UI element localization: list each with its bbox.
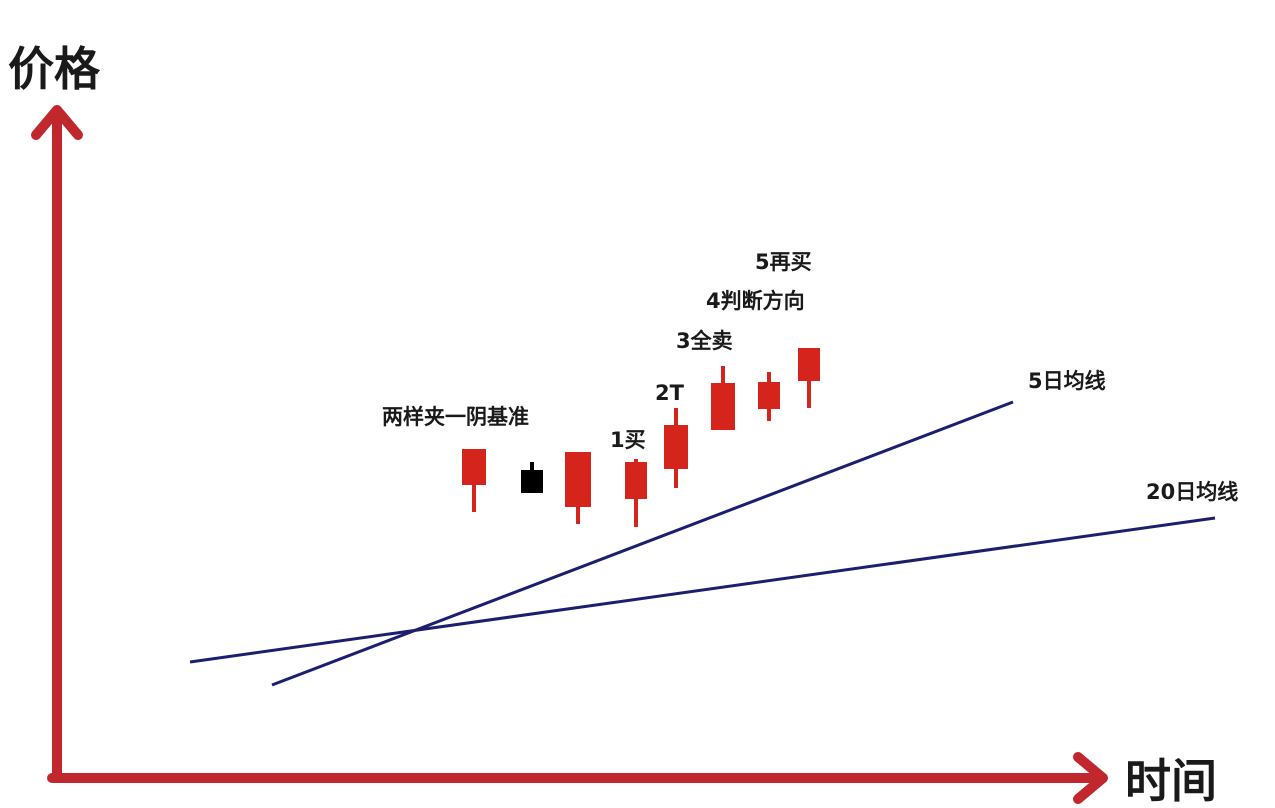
annotation-judge-direction-4: 4判断方向: [706, 289, 805, 313]
candlesticks: [462, 348, 820, 527]
candle-1: [462, 449, 486, 512]
annotation-sell-all-3: 3全卖: [676, 329, 733, 353]
candle-6-body: [711, 383, 735, 430]
y-axis-title: 价格: [8, 42, 101, 96]
candle-1-body: [462, 449, 486, 485]
ma5-label: 5日均线: [1028, 369, 1106, 393]
ma20-line: [189, 516, 1216, 664]
candle-4: [625, 459, 647, 527]
annotation-two-yang-one-yin: 两样夹一阴基准: [382, 405, 529, 429]
candle-5: [664, 408, 688, 488]
candle-4-body: [625, 462, 647, 499]
x-axis-arrowhead: [1073, 752, 1108, 804]
moving-averages: [189, 400, 1216, 687]
candle-8-body: [798, 348, 820, 381]
candle-7-body: [758, 382, 780, 409]
candle-5-body: [664, 425, 688, 469]
candle-6: [711, 366, 735, 430]
y-axis-arrowhead: [31, 105, 83, 140]
ma20-label: 20日均线: [1146, 480, 1238, 504]
annotation-t-2: 2T: [655, 381, 685, 405]
axes: [31, 105, 1108, 804]
candle-3: [565, 452, 591, 524]
candle-3-body: [565, 452, 591, 507]
annotation-buy-again-5: 5再买: [755, 250, 812, 274]
candle-2: [521, 462, 543, 493]
annotation-buy-1: 1买: [610, 428, 646, 452]
x-axis-title: 时间: [1125, 754, 1217, 808]
ma5-line: [271, 400, 1014, 687]
candle-2-body: [521, 470, 543, 493]
candle-8: [798, 348, 820, 408]
candle-7: [758, 372, 780, 421]
